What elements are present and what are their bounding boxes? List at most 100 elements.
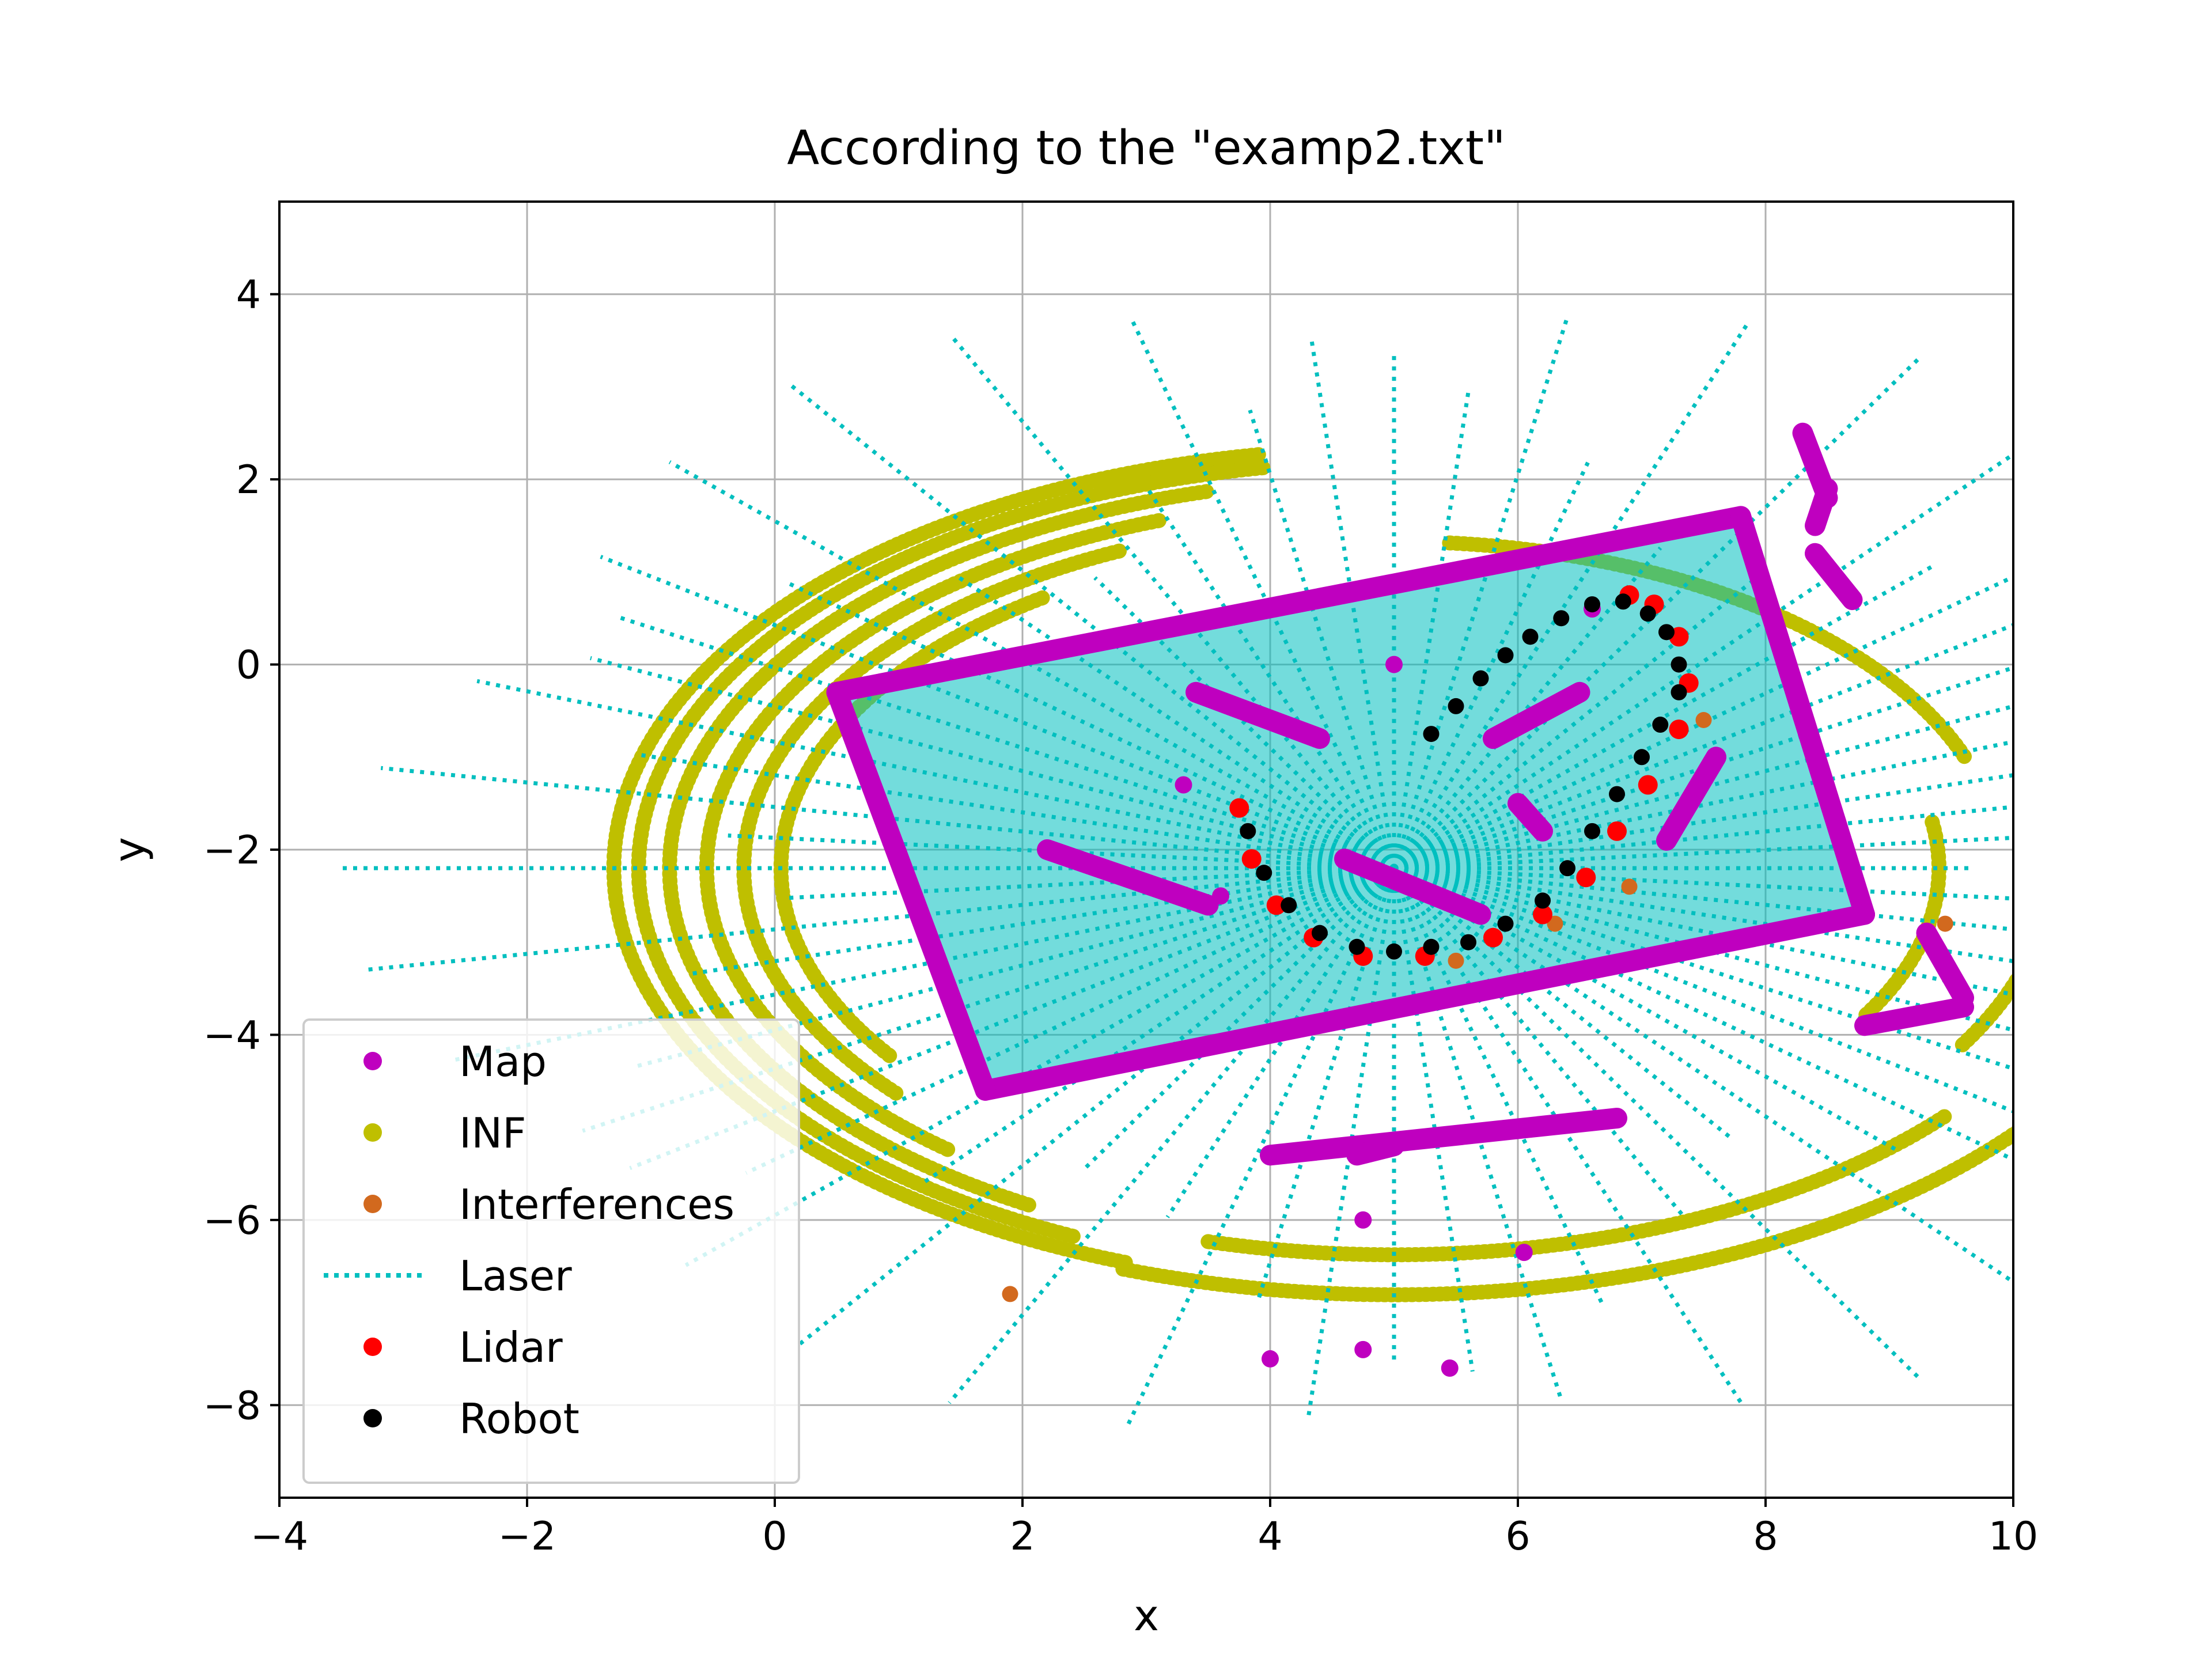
lidar-point — [1266, 895, 1286, 915]
x-tick-label: −2 — [498, 1514, 556, 1559]
inf-arc — [1858, 809, 1946, 1022]
map-segment — [1037, 839, 1219, 916]
map-segment — [975, 904, 1875, 1101]
inf-arc — [1955, 971, 2013, 1052]
map-segment — [1508, 793, 1553, 842]
interference-point — [1002, 1286, 1018, 1302]
x-tick-label: 6 — [1505, 1514, 1530, 1559]
legend-map-label: Map — [459, 1037, 547, 1086]
robot-point — [1584, 596, 1600, 613]
robot-point — [1671, 684, 1687, 700]
map-segment — [826, 506, 1751, 703]
inf-arc — [662, 484, 1214, 1214]
robot-point — [1522, 628, 1539, 645]
inf-arc — [736, 543, 1127, 1101]
map-segment — [1805, 478, 1838, 536]
laser-ray — [1393, 866, 2013, 1162]
laser-ray — [1392, 867, 1604, 1304]
legend-inf-label: INF — [459, 1109, 527, 1157]
axis-ticks: −4 −2 0 2 4 6 8 10 4 2 0 −2 −4 −6 −8 — [203, 272, 2039, 1559]
map-point — [1441, 1359, 1459, 1377]
legend-laser-label: Laser — [459, 1252, 572, 1300]
laser-ray — [1393, 866, 2013, 1113]
x-tick-label: 2 — [1010, 1514, 1035, 1559]
x-tick-label: 0 — [762, 1514, 787, 1559]
laser-ray — [1393, 704, 2013, 870]
map-point — [1354, 1340, 1372, 1358]
map-layer — [826, 422, 1974, 1377]
robot-point — [1423, 726, 1440, 743]
laser-ray — [1393, 452, 2013, 870]
robot-point — [1584, 823, 1600, 839]
inf-arc — [773, 590, 1050, 1065]
legend-lidar-swatch — [363, 1338, 382, 1356]
robot-point — [1256, 865, 1272, 881]
x-axis-label: x — [1134, 1591, 1159, 1641]
inf-arc — [606, 447, 1266, 1271]
lidar-point — [1669, 719, 1689, 740]
robot-point — [1497, 915, 1514, 932]
robot-point — [1658, 624, 1675, 641]
robot-point — [1349, 938, 1365, 955]
robot-point — [1553, 610, 1570, 627]
y-tick-label: 0 — [236, 643, 261, 688]
lidar-point — [1638, 775, 1658, 795]
robot-point — [1671, 656, 1687, 673]
y-tick-label: −2 — [203, 828, 261, 873]
interference-point — [1448, 952, 1464, 969]
lidar-point — [1483, 927, 1503, 948]
robot-layer — [1240, 593, 1687, 960]
legend-map-swatch — [363, 1052, 382, 1070]
x-tick-label: 10 — [1988, 1514, 2039, 1559]
inf-arc — [631, 460, 1271, 1244]
robot-point — [1423, 938, 1440, 955]
robot-point — [1386, 943, 1402, 960]
robot-point — [1240, 823, 1256, 839]
map-segment — [1854, 997, 1974, 1036]
map-segment — [1730, 506, 1875, 925]
robot-point — [1312, 925, 1328, 941]
laser-ray — [687, 866, 1395, 976]
x-tick-label: −4 — [251, 1514, 308, 1559]
x-tick-label: 4 — [1257, 1514, 1282, 1559]
map-segment — [1916, 922, 1974, 1009]
laser-coverage — [836, 516, 1865, 1090]
lidar-point — [1576, 868, 1596, 888]
laser-ray — [955, 574, 1395, 870]
laser-ray — [790, 384, 1396, 870]
map-segment — [1260, 1108, 1627, 1166]
robot-point — [1497, 647, 1514, 664]
map-point — [1175, 776, 1192, 794]
laser-ray — [783, 579, 1395, 870]
y-axis-label: y — [105, 837, 154, 862]
y-tick-label: −8 — [203, 1383, 261, 1429]
robot-point — [1609, 786, 1625, 802]
map-segment — [1805, 543, 1863, 611]
legend-interferences-label: Interferences — [459, 1180, 734, 1229]
robot-point — [1460, 934, 1476, 950]
map-segment — [1656, 747, 1726, 851]
lidar-point — [1607, 821, 1627, 841]
legend-inf-swatch — [363, 1123, 382, 1142]
robot-point — [1281, 897, 1297, 914]
laser-layer — [342, 317, 2013, 1427]
laser-ray — [1131, 320, 1396, 869]
chart-title: According to the "examp2.txt" — [787, 121, 1505, 176]
map-segment — [1483, 681, 1590, 749]
plot-area — [342, 317, 2013, 1427]
interference-point — [1547, 915, 1563, 932]
lidar-point — [1533, 904, 1552, 925]
legend-box — [302, 1018, 800, 1484]
robot-point — [1634, 749, 1650, 766]
legend-robot-swatch — [363, 1409, 382, 1427]
robot-point — [1652, 717, 1669, 733]
map-segment — [1346, 1135, 1404, 1166]
robot-point — [1472, 670, 1489, 687]
interference-point — [1937, 915, 1953, 932]
legend-interferences-swatch — [363, 1195, 382, 1213]
laser-ray — [1165, 867, 1396, 1218]
inf-arc — [1200, 1109, 1952, 1263]
lidar-point — [1229, 798, 1249, 818]
legend-lidar-label: Lidar — [459, 1323, 563, 1372]
